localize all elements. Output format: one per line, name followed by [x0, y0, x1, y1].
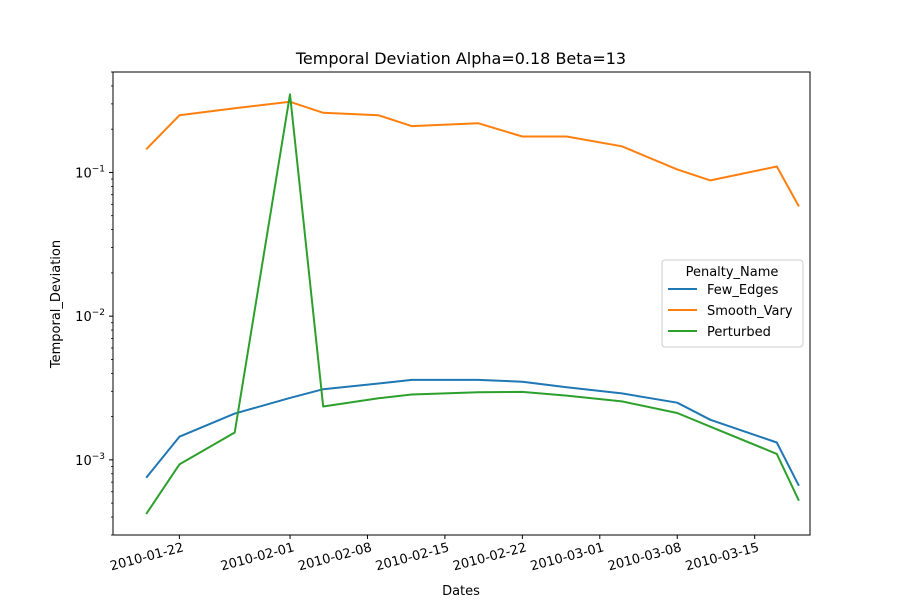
series-line-smooth-vary [145, 100, 800, 207]
x-tick-label: 2010-02-08 [297, 540, 374, 574]
x-tick-label: 2010-02-01 [219, 540, 296, 574]
legend-entry-label: Few_Edges [707, 283, 779, 298]
series-line-perturbed [145, 93, 800, 515]
plot-frame [112, 71, 811, 536]
x-tick-label: 2010-03-08 [606, 540, 683, 574]
x-tick-label: 2010-02-22 [451, 540, 528, 574]
y-tick-label: 10−3 [75, 452, 105, 469]
y-tick-label: 10−1 [75, 164, 105, 181]
series-layer [145, 93, 800, 515]
x-tick-label: 2010-02-15 [374, 540, 451, 574]
legend-title: Penalty_Name [686, 265, 779, 280]
legend-entry-label: Perturbed [707, 325, 771, 340]
legend-entry-label: Smooth_Vary [707, 304, 793, 319]
series-line-few-edges [145, 378, 800, 487]
x-axis: 2010-01-22 2010-02-01 2010-02-08 2010-02-15… [109, 535, 761, 574]
legend: Penalty_Name Few_Edges Smooth_Vary Perturb… [661, 259, 804, 348]
x-tick-label: 2010-03-15 [684, 540, 761, 574]
x-axis-label: Dates [442, 584, 480, 599]
x-tick-label: 2010-03-01 [529, 540, 606, 574]
chart-title: Temporal Deviation Alpha=0.18 Beta=13 [295, 49, 626, 68]
y-tick-label: 10−2 [75, 308, 105, 325]
y-axis-label: Temporal_Deviation [49, 240, 64, 369]
legend-box [661, 259, 804, 348]
x-tick-label: 2010-01-22 [109, 540, 186, 574]
y-axis: 10−3 10−2 10−1 [75, 71, 113, 536]
